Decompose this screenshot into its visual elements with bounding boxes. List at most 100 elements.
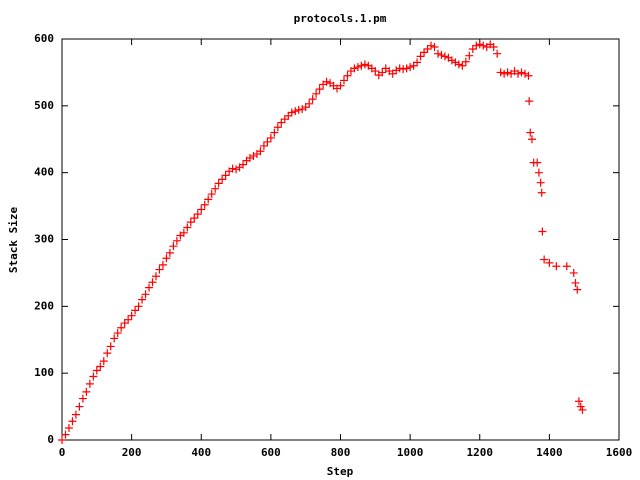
data-point xyxy=(263,137,272,146)
data-point xyxy=(124,315,133,324)
data-point xyxy=(141,290,150,299)
y-tick-label: 600 xyxy=(34,32,54,45)
y-tick-label: 200 xyxy=(34,299,54,312)
data-point xyxy=(343,71,352,80)
data-point xyxy=(106,342,115,351)
data-point xyxy=(172,236,181,245)
data-point xyxy=(158,260,167,269)
data-point xyxy=(312,89,321,98)
y-tick-label: 0 xyxy=(47,433,54,446)
data-point xyxy=(211,184,220,193)
data-point xyxy=(71,410,80,419)
data-point xyxy=(399,65,408,74)
data-point xyxy=(145,283,154,292)
data-point xyxy=(315,85,324,94)
plot-frame xyxy=(61,38,620,441)
data-point xyxy=(228,164,237,173)
data-point xyxy=(524,71,533,80)
data-point xyxy=(534,168,543,177)
x-tick-label: 600 xyxy=(261,446,281,459)
data-point xyxy=(232,165,241,174)
data-point xyxy=(110,334,119,343)
data-point xyxy=(259,141,268,150)
data-point xyxy=(298,105,307,114)
data-point xyxy=(78,394,87,403)
data-point xyxy=(61,430,70,439)
data-point xyxy=(134,302,143,311)
data-point xyxy=(165,248,174,257)
data-point xyxy=(336,81,345,90)
data-point xyxy=(151,272,160,281)
data-point xyxy=(280,115,289,124)
data-point xyxy=(500,69,509,78)
x-tick-label: 1400 xyxy=(536,446,563,459)
data-point xyxy=(514,69,523,78)
data-point xyxy=(58,436,66,444)
data-point xyxy=(103,349,112,358)
data-point xyxy=(420,48,429,57)
data-point xyxy=(526,128,535,137)
data-point xyxy=(162,254,171,263)
data-point xyxy=(409,61,418,70)
data-point xyxy=(99,357,108,366)
data-point xyxy=(423,45,432,54)
data-point xyxy=(496,68,505,77)
data-point xyxy=(472,41,481,50)
data-point xyxy=(573,285,582,294)
data-point xyxy=(416,52,425,61)
data-point xyxy=(113,329,122,338)
data-point xyxy=(249,151,258,160)
data-point xyxy=(475,40,484,49)
data-point xyxy=(413,58,422,67)
data-point xyxy=(451,58,460,67)
data-point xyxy=(461,57,470,66)
data-point xyxy=(221,171,230,180)
data-point xyxy=(89,372,98,381)
data-point xyxy=(322,77,331,86)
data-point xyxy=(284,111,293,120)
data-point xyxy=(402,64,411,73)
data-point xyxy=(120,319,129,328)
data-point xyxy=(287,108,296,117)
data-point xyxy=(186,218,195,227)
data-point xyxy=(569,268,578,277)
data-point xyxy=(437,51,446,60)
data-point xyxy=(360,60,369,69)
data-point xyxy=(454,60,463,69)
data-point xyxy=(64,423,73,432)
data-point xyxy=(388,69,397,78)
data-point xyxy=(273,123,282,132)
data-point xyxy=(465,51,474,60)
data-point xyxy=(378,68,387,77)
data-point xyxy=(536,178,545,187)
x-tick-label: 1000 xyxy=(397,446,424,459)
data-point xyxy=(190,214,199,223)
data-point xyxy=(301,103,310,112)
data-point xyxy=(527,135,536,144)
data-point xyxy=(85,379,94,388)
data-point xyxy=(433,49,442,58)
data-point xyxy=(131,306,140,315)
data-point xyxy=(427,41,436,50)
data-point xyxy=(127,311,136,320)
data-point xyxy=(218,175,227,184)
x-tick-label: 200 xyxy=(122,446,142,459)
data-point xyxy=(294,105,303,114)
data-point xyxy=(92,366,101,375)
data-point xyxy=(305,99,314,108)
data-point xyxy=(291,107,300,116)
chart-title: protocols.1.pm xyxy=(294,12,387,25)
y-tick-label: 400 xyxy=(34,166,54,179)
data-point xyxy=(82,387,91,396)
data-point xyxy=(138,295,147,304)
data-point xyxy=(179,228,188,237)
x-tick-label: 0 xyxy=(59,446,66,459)
data-point xyxy=(169,242,178,251)
data-point xyxy=(578,405,587,414)
data-point xyxy=(533,158,542,167)
data-point xyxy=(270,128,279,137)
data-point xyxy=(68,417,77,426)
data-point xyxy=(525,97,534,106)
data-point xyxy=(545,258,554,267)
data-point xyxy=(96,362,105,371)
